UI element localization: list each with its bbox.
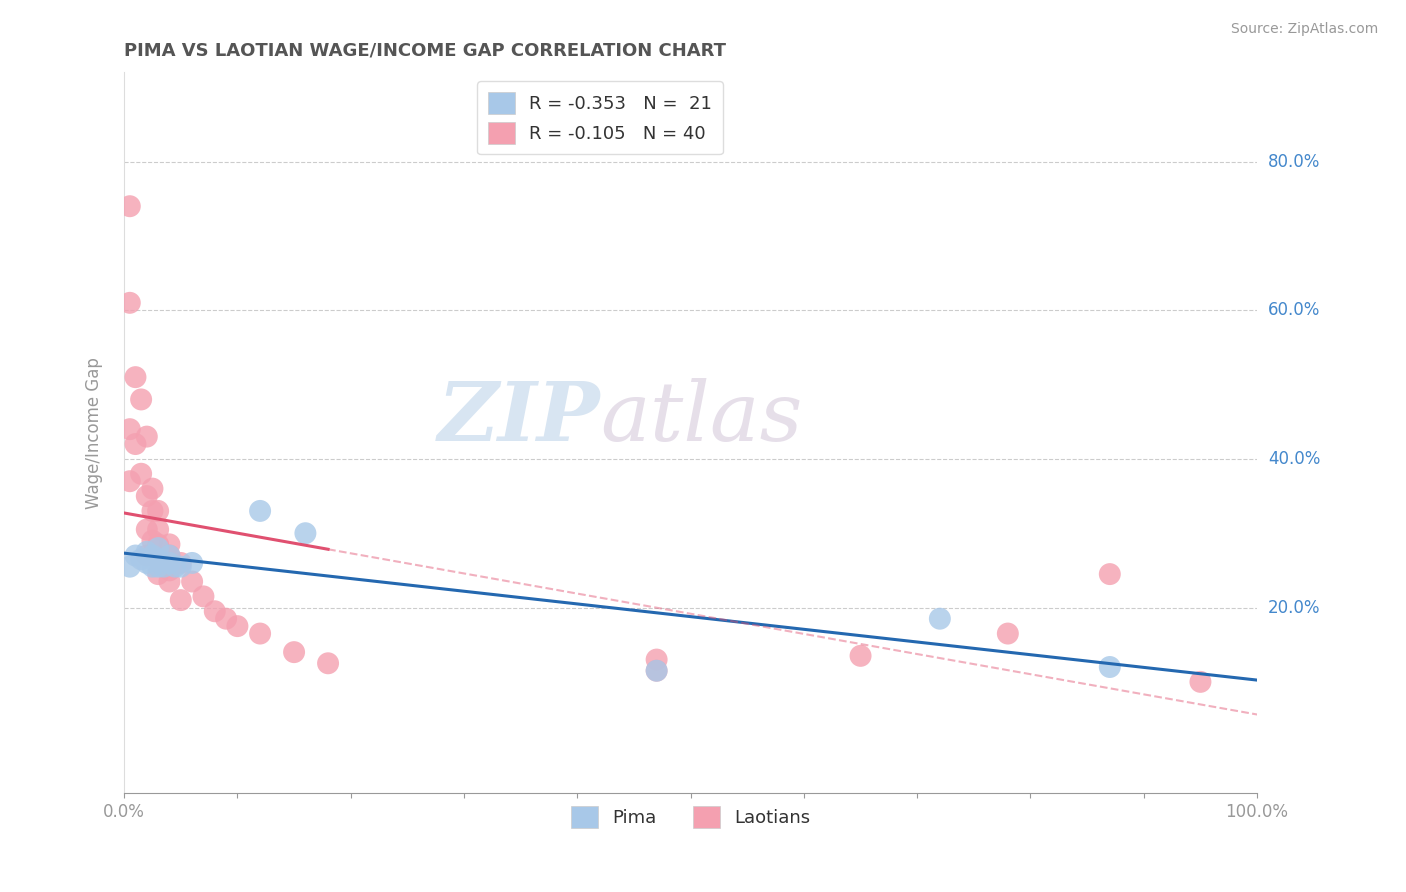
Text: 40.0%: 40.0%: [1268, 450, 1320, 468]
Point: [1098, 660, 1121, 674]
Point: [141, 549, 163, 563]
Point: [135, 549, 157, 563]
Point: [215, 612, 238, 626]
Point: [204, 604, 226, 618]
Point: [129, 552, 152, 566]
Point: [159, 574, 181, 589]
Point: [146, 537, 169, 551]
Point: [193, 590, 215, 604]
Point: [170, 559, 193, 574]
Point: [316, 657, 339, 671]
Point: [181, 556, 204, 570]
Y-axis label: Wage/Income Gap: Wage/Income Gap: [86, 357, 103, 508]
Point: [118, 422, 141, 436]
Point: [124, 549, 146, 563]
Point: [146, 552, 169, 566]
Text: 60.0%: 60.0%: [1268, 301, 1320, 319]
Point: [1189, 674, 1212, 689]
Text: ZIP: ZIP: [437, 378, 600, 458]
Point: [249, 504, 271, 518]
Point: [135, 429, 157, 443]
Point: [118, 295, 141, 310]
Point: [124, 437, 146, 451]
Point: [645, 664, 668, 678]
Text: Source: ZipAtlas.com: Source: ZipAtlas.com: [1230, 22, 1378, 37]
Point: [118, 474, 141, 488]
Point: [146, 567, 169, 582]
Point: [129, 392, 152, 407]
Point: [997, 626, 1019, 640]
Text: PIMA VS LAOTIAN WAGE/INCOME GAP CORRELATION CHART: PIMA VS LAOTIAN WAGE/INCOME GAP CORRELAT…: [124, 42, 725, 60]
Point: [146, 559, 169, 574]
Point: [146, 504, 169, 518]
Point: [181, 574, 204, 589]
Text: 80.0%: 80.0%: [1268, 153, 1320, 170]
Point: [849, 648, 872, 663]
Point: [165, 559, 187, 574]
Point: [141, 482, 163, 496]
Point: [118, 199, 141, 213]
Point: [159, 537, 181, 551]
Point: [159, 556, 181, 570]
Point: [146, 523, 169, 537]
Legend: Pima, Laotians: Pima, Laotians: [564, 798, 818, 835]
Point: [283, 645, 305, 659]
Point: [118, 559, 141, 574]
Point: [129, 467, 152, 481]
Point: [928, 612, 950, 626]
Point: [152, 559, 174, 574]
Point: [141, 559, 163, 574]
Point: [159, 549, 181, 563]
Point: [294, 526, 316, 541]
Point: [135, 556, 157, 570]
Point: [135, 489, 157, 503]
Point: [226, 619, 249, 633]
Point: [135, 545, 157, 559]
Point: [124, 370, 146, 384]
Point: [141, 504, 163, 518]
Point: [159, 563, 181, 577]
Point: [159, 549, 181, 563]
Point: [135, 523, 157, 537]
Point: [645, 652, 668, 666]
Point: [170, 556, 193, 570]
Point: [146, 552, 169, 566]
Point: [141, 533, 163, 548]
Point: [1098, 567, 1121, 582]
Text: 20.0%: 20.0%: [1268, 599, 1320, 616]
Point: [645, 664, 668, 678]
Text: atlas: atlas: [600, 378, 803, 458]
Point: [170, 593, 193, 607]
Point: [249, 626, 271, 640]
Point: [146, 541, 169, 555]
